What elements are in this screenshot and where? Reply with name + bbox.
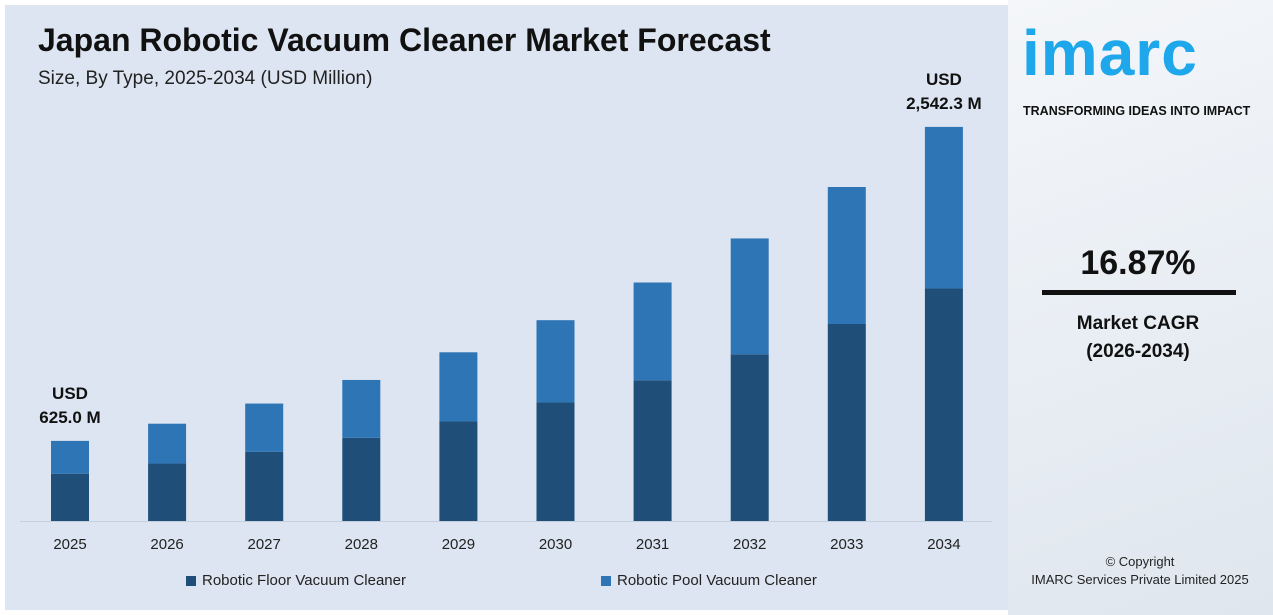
bar-pool-2027 xyxy=(245,403,284,452)
bar-floor-2025 xyxy=(51,473,89,521)
bar-pool-2029 xyxy=(439,352,478,422)
x-tick-label: 2029 xyxy=(442,536,475,553)
info-panel xyxy=(1008,0,1273,615)
bar-floor-2027 xyxy=(245,451,284,521)
bar-pool-2028 xyxy=(342,379,381,438)
legend-label: Robotic Floor Vacuum Cleaner xyxy=(202,572,406,589)
cagr-value: 16.87% xyxy=(1080,244,1196,282)
bar-pool-2025 xyxy=(51,440,89,474)
chart-subtitle: Size, By Type, 2025-2034 (USD Million) xyxy=(38,68,373,89)
x-tick-label: 2030 xyxy=(539,536,572,553)
copyright: © Copyright IMARC Services Private Limite… xyxy=(1020,553,1260,589)
legend-label: Robotic Pool Vacuum Cleaner xyxy=(617,572,817,589)
legend-swatch xyxy=(186,575,196,586)
bar-floor-2032 xyxy=(730,354,769,521)
cagr-label: Market CAGR (2026-2034) xyxy=(1040,310,1236,366)
data-label-unit: USD xyxy=(52,384,88,403)
imarc-logo: imarc xyxy=(1022,17,1198,89)
x-tick-label: 2031 xyxy=(636,536,669,553)
data-label-value: 2,542.3 M xyxy=(906,94,982,113)
bar-pool-2031 xyxy=(633,282,672,381)
data-label-unit: USD xyxy=(926,70,962,89)
bar-pool-2033 xyxy=(827,187,866,324)
company-name: IMARC Services Private Limited 2025 xyxy=(1031,572,1249,587)
x-tick-label: 2032 xyxy=(733,536,766,553)
data-label-value: 625.0 M xyxy=(39,408,100,427)
copyright-text: © Copyright xyxy=(1105,554,1175,569)
bar-pool-2032 xyxy=(730,238,769,355)
bar-floor-2034 xyxy=(924,288,963,521)
bar-floor-2031 xyxy=(633,380,672,521)
bar-floor-2030 xyxy=(536,402,575,521)
cagr-period: (2026-2034) xyxy=(1086,341,1190,362)
x-tick-label: 2025 xyxy=(53,536,86,553)
x-tick-label: 2028 xyxy=(345,536,378,553)
divider xyxy=(1042,290,1236,295)
bar-pool-2034 xyxy=(924,126,963,289)
brand-tagline: TRANSFORMING IDEAS INTO IMPACT xyxy=(1023,104,1251,118)
bar-floor-2026 xyxy=(148,463,187,521)
bar-floor-2033 xyxy=(827,323,866,521)
legend-item-floor: Robotic Floor Vacuum Cleaner xyxy=(186,572,406,589)
x-tick-label: 2027 xyxy=(248,536,281,553)
cagr-label-text: Market CAGR xyxy=(1076,313,1200,334)
x-tick-label: 2026 xyxy=(150,536,183,553)
legend-swatch xyxy=(601,575,611,586)
bar-pool-2026 xyxy=(148,423,187,464)
legend-item-pool: Robotic Pool Vacuum Cleaner xyxy=(601,572,817,589)
x-tick-label: 2033 xyxy=(830,536,863,553)
bar-pool-2030 xyxy=(536,320,575,403)
chart-title: Japan Robotic Vacuum Cleaner Market Fore… xyxy=(38,22,771,58)
bar-floor-2028 xyxy=(342,437,381,521)
bar-floor-2029 xyxy=(439,421,478,521)
x-tick-label: 2034 xyxy=(927,536,960,553)
bar-chart: 2025 USD 625.0 M 2026 2027 2028 2029 2030 2031 20… xyxy=(20,70,992,553)
